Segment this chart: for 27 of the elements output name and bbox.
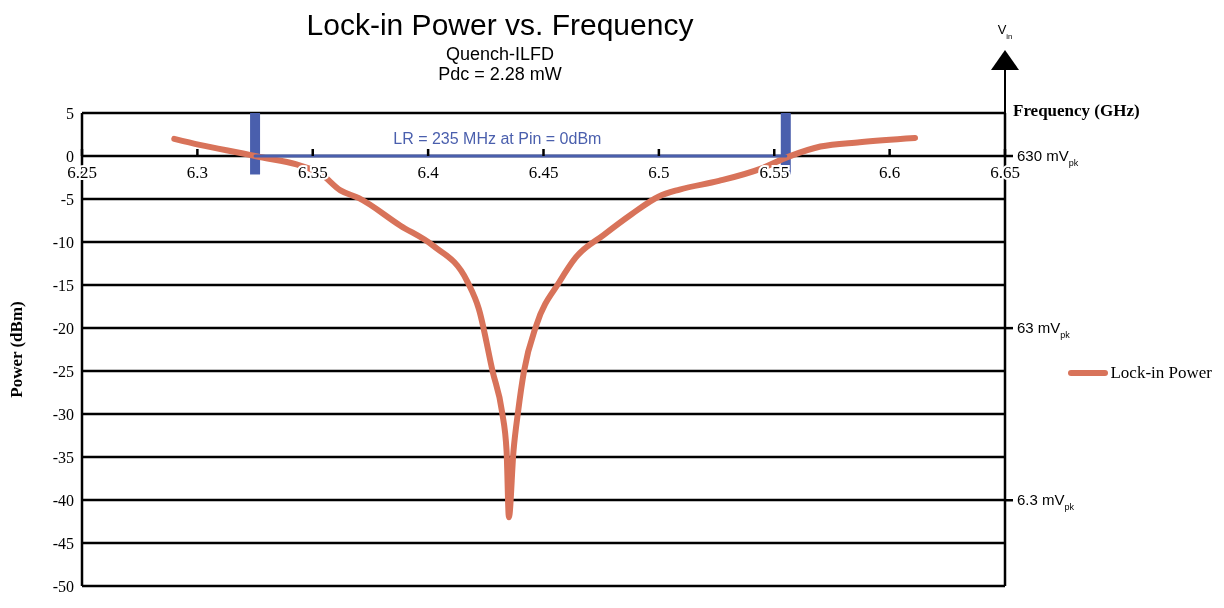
y-tick-label: -15	[52, 276, 74, 294]
x-tick-label: 6.6	[879, 163, 901, 182]
y-tick-label: -30	[52, 405, 74, 423]
x-tick-label: 6.3	[186, 163, 208, 182]
chart-subtitle: Quench-ILFD Pdc = 2.28 mW	[437, 44, 563, 85]
y-axis-title: Power (dBm)	[7, 301, 27, 398]
y2-tick-label: 6.3 mV$_{pk}$	[1017, 491, 1075, 513]
y-tick-label: 0	[66, 147, 74, 165]
y-tick-label: -10	[52, 233, 74, 251]
y-tick-label: -50	[52, 577, 74, 595]
y-tick-label: 5	[66, 104, 74, 122]
x-tick-label: 6.55	[759, 163, 790, 182]
legend-label: Lock-in Power	[1110, 363, 1212, 383]
annotation: LR = 235 MHz at Pin = 0dBm	[393, 130, 602, 147]
chart-title: Lock-in Power vs. Frequency	[305, 8, 695, 42]
y-tick-label: -25	[52, 362, 74, 380]
x-tick-label: 6.45	[528, 163, 559, 182]
x-tick-label: 6.5	[648, 163, 670, 182]
y-tick-label: -45	[52, 534, 74, 552]
y-tick-label: -35	[52, 448, 74, 466]
x-tick-label: 6.4	[417, 163, 440, 182]
y-tick-label: -5	[60, 190, 74, 208]
y-tick-label: -40	[52, 491, 74, 509]
y-tick-label: -20	[52, 319, 74, 337]
y2-tick-label: 63 mV$_{pk}$	[1017, 319, 1071, 341]
y2-axis-title: V$_{in}$	[997, 22, 1013, 41]
x-axis-title: Frequency (GHz)	[1013, 101, 1140, 121]
